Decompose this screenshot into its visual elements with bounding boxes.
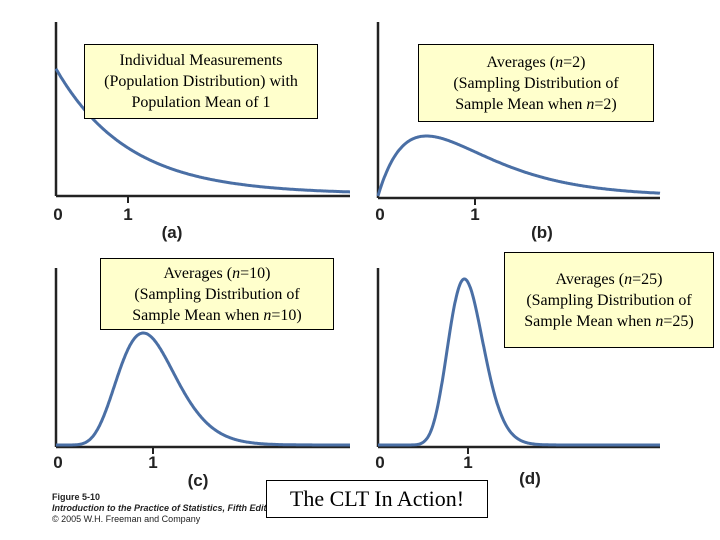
box-text: (Population Distribution) with	[104, 73, 298, 90]
box-text: Population Mean of 1	[131, 94, 271, 111]
distribution-curve-a	[54, 67, 350, 194]
tick-label-0-d: 0	[375, 453, 384, 472]
box-line: Sample Mean when n=10)	[101, 305, 333, 326]
tick-label-1-c: 1	[148, 453, 157, 472]
box-line: (Population Distribution) with	[85, 71, 317, 92]
box-line: Sample Mean when n=2)	[419, 94, 653, 115]
box-line: (Sampling Distribution of	[505, 290, 713, 311]
box-line: (Sampling Distribution of	[101, 284, 333, 305]
tick-label-0-b: 0	[375, 205, 384, 224]
tick-label-1-a: 1	[123, 205, 132, 224]
panel-label-b: (b)	[531, 223, 553, 242]
box-text: Averages (	[486, 53, 556, 71]
box-line: Averages (n=25)	[505, 269, 713, 290]
box-text: Individual Measurements	[119, 52, 283, 69]
panel-label-a: (a)	[162, 223, 183, 242]
panel-label-c: (c)	[188, 471, 209, 490]
box-text: n	[232, 264, 241, 282]
box-line: Population Mean of 1	[85, 92, 317, 113]
box-text: =2)	[594, 95, 617, 113]
figure-number: Figure 5-10	[52, 492, 101, 502]
box-text: n	[586, 95, 595, 113]
box-text: =2)	[563, 53, 586, 71]
distribution-curve-b	[376, 134, 661, 197]
book-title: Introduction to the Practice of Statisti…	[52, 503, 281, 513]
box-text: (Sampling Distribution of	[453, 74, 619, 92]
box-text: n	[263, 306, 272, 324]
distribution-curve-d	[378, 277, 660, 447]
box-line: Averages (n=2)	[419, 52, 653, 73]
box-text: =10)	[271, 306, 302, 324]
tick-label-0-a: 0	[53, 205, 62, 224]
box-text: Sample Mean when	[455, 95, 587, 113]
panel-c-description-box: Averages (n=10) (Sampling Distribution of…	[100, 258, 334, 330]
box-line: Averages (n=10)	[101, 263, 333, 284]
box-text: =25)	[663, 312, 694, 330]
panel-d-description-box: Averages (n=25) (Sampling Distribution of…	[504, 252, 714, 348]
tick-label-1-d: 1	[463, 453, 472, 472]
box-text: Sample Mean when	[524, 312, 656, 330]
tick-label-1-b: 1	[470, 205, 479, 224]
box-line: (Sampling Distribution of	[419, 73, 653, 94]
tick-label-0-c: 0	[53, 453, 62, 472]
panel-b-description-box: Averages (n=2) (Sampling Distribution of S…	[418, 44, 654, 122]
panel-label-d: (d)	[519, 469, 541, 488]
clt-title-box: The CLT In Action!	[266, 480, 488, 518]
distribution-curve-c	[56, 331, 350, 447]
box-text: Sample Mean when	[132, 306, 264, 324]
box-text: n	[555, 53, 564, 71]
box-text: =25)	[632, 270, 663, 288]
box-text: Averages (	[555, 270, 625, 288]
panel-a-description-box: Individual Measurements (Population Distr…	[84, 44, 318, 119]
box-line: Sample Mean when n=25)	[505, 311, 713, 332]
copyright-line: © 2005 W.H. Freeman and Company	[52, 514, 201, 524]
box-text: (Sampling Distribution of	[134, 285, 300, 303]
box-text: n	[624, 270, 633, 288]
box-text: =10)	[240, 264, 271, 282]
box-line: Individual Measurements	[85, 50, 317, 71]
box-text: (Sampling Distribution of	[526, 291, 692, 309]
box-text: Averages (	[163, 264, 233, 282]
box-text: n	[655, 312, 664, 330]
figure-caption: Figure 5-10 Introduction to the Practice…	[52, 492, 280, 525]
